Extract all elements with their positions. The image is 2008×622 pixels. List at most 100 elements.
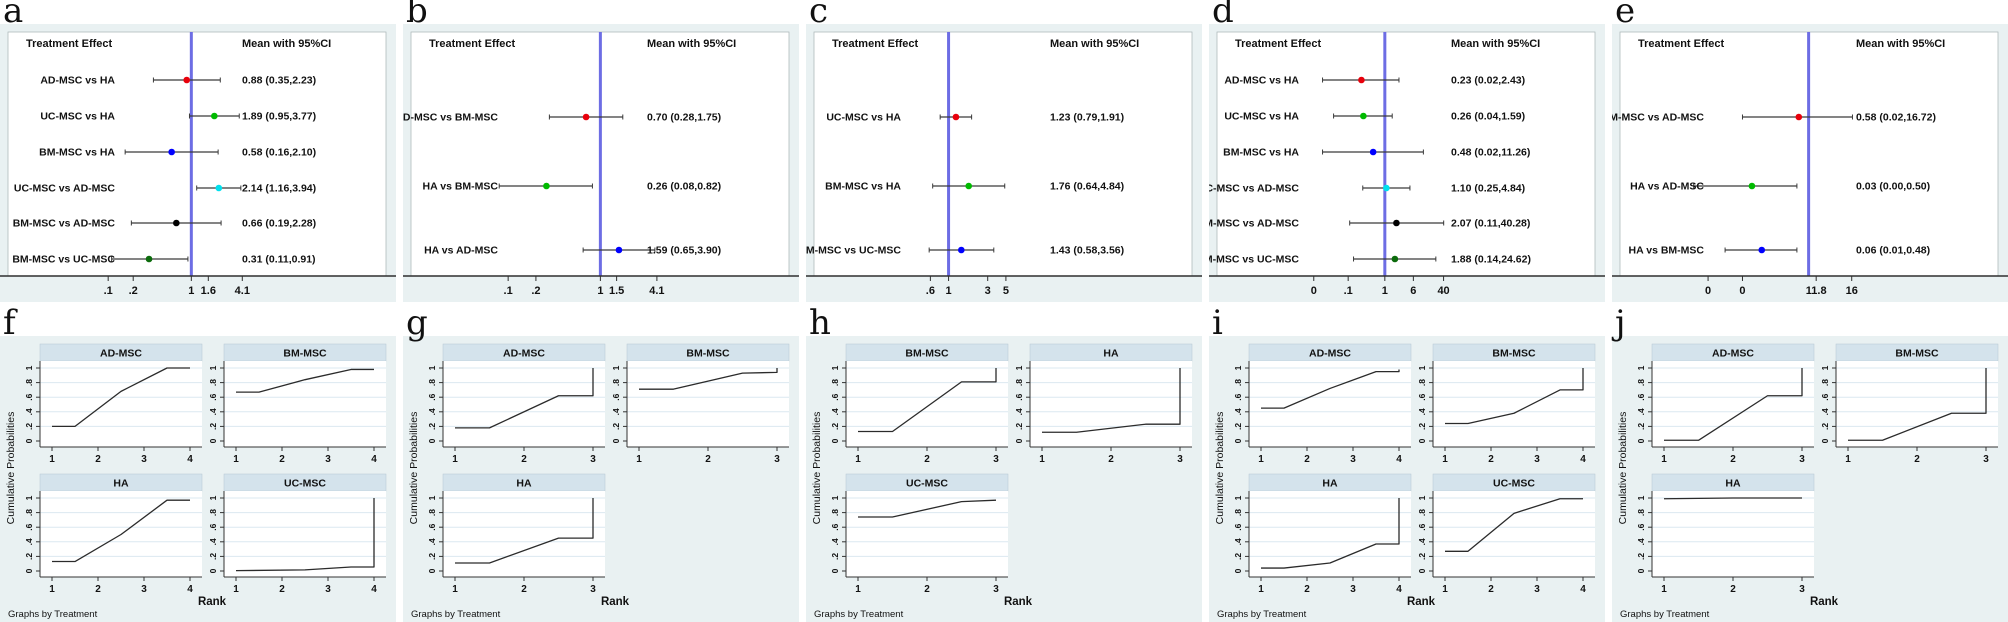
y-tick-label: .2 <box>611 423 621 430</box>
x-tick-label: 1.6 <box>201 285 216 297</box>
y-tick-label: .6 <box>611 393 621 400</box>
subplot-title: HA <box>113 478 129 490</box>
forest-chart-c: Treatment Effect Mean with 95%CI UC-MSC vs… <box>806 24 1202 302</box>
cumulative-probability-curve <box>858 499 997 518</box>
y-tick-label: .8 <box>24 509 34 516</box>
y-tick-label: .4 <box>427 408 437 415</box>
y-tick-label: .2 <box>24 553 34 560</box>
panel-letter-h: h <box>809 303 831 343</box>
forest-chart-a: Treatment Effect Mean with 95%CI AD-MSC vs… <box>0 24 396 302</box>
mean-marker <box>958 246 965 254</box>
x-tick-label: 3 <box>590 454 596 465</box>
comparison-label: BM-MSC vs UC-MSC <box>1209 254 1299 266</box>
y-tick-label: 1 <box>427 365 437 370</box>
x-tick-label: 3 <box>993 454 999 465</box>
comparison-label: AD-MSC vs HA <box>40 75 115 87</box>
y-tick-label: .6 <box>830 523 840 530</box>
forest-row: BM-MSC vs AD-MSC 0.66 (0.19,2.28) <box>13 218 316 230</box>
x-tick-label: 3 <box>1799 454 1805 465</box>
forest-row: BM-MSC vs UC-MSC 1.88 (0.14,24.62) <box>1209 254 1531 266</box>
mean-marker <box>1358 76 1365 84</box>
x-tick-label: 1 <box>1442 454 1448 465</box>
y-tick-label: .4 <box>1233 408 1243 415</box>
mean-marker <box>952 113 960 121</box>
y-axis-title: Cumulative Probabilities <box>1214 412 1226 525</box>
subplot-title: HA <box>1103 348 1119 360</box>
rank-chart-f: AD-MSC 0 .2 .4 .6 .8 1 1 2 3 4 BM-MSC 0 .2 .4 .6 .8 1 1 2 3 4… <box>0 336 396 622</box>
panel-f: f AD-MSC 0 .2 .4 .6 .8 1 1 2 3 4 BM-MSC 0 .2 .4 .6 .8 1 1 2… <box>0 303 396 622</box>
forest-row: BM-MSC vs UC-MSC 0.31 (0.11,0.91) <box>12 254 315 266</box>
comparison-label: BM-MSC vs UC-MSC <box>12 254 115 266</box>
y-tick-label: .2 <box>1636 553 1646 560</box>
comparison-label: BM-MSC vs HA <box>825 181 901 193</box>
x-tick-label: .1 <box>1344 285 1353 297</box>
comparison-label: UC-MSC vs AD-MSC <box>14 183 116 195</box>
y-tick-label: .2 <box>830 423 840 430</box>
y-tick-label: 0 <box>1636 568 1646 573</box>
y-tick-label: 1 <box>1014 365 1024 370</box>
mean-marker <box>582 113 590 121</box>
panel-letter-f: f <box>3 303 16 343</box>
cumulative-probability-curve <box>1664 368 1803 441</box>
comparison-label: BM-MSC vs AD-MSC <box>1612 112 1704 124</box>
x-axis-title: Rank <box>601 596 630 608</box>
cumulative-probability-curve <box>1445 368 1584 425</box>
x-tick-label: 1 <box>1661 454 1667 465</box>
estimate-value: 1.59 (0.65,3.90) <box>647 245 721 257</box>
y-tick-label: 0 <box>208 568 218 573</box>
comparison-label: BM-MSC vs AD-MSC <box>13 218 116 230</box>
forest-row: UC-MSC vs HA 1.23 (0.79,1.91) <box>826 112 1124 124</box>
y-tick-label: .6 <box>1233 523 1243 530</box>
comparison-label: HA vs AD-MSC <box>1630 181 1704 193</box>
y-tick-label: .4 <box>830 408 840 415</box>
x-tick-label: 1 <box>1442 584 1448 595</box>
cumulative-probability-curve <box>235 498 375 572</box>
y-tick-label: .8 <box>427 379 437 386</box>
y-tick-label: .6 <box>1820 393 1830 400</box>
panel-b: b Treatment Effect Mean with 95%CI AD-MSC … <box>403 0 799 308</box>
subplot-plot-area <box>1836 361 1998 447</box>
y-tick-label: 1 <box>1233 495 1243 500</box>
y-tick-label: 0 <box>1014 438 1024 443</box>
mean-marker <box>211 112 218 120</box>
y-axis-title: Cumulative Probabilities <box>1617 412 1629 525</box>
forest-row: HA vs BM-MSC 0.26 (0.08,0.82) <box>423 181 722 193</box>
comparison-label: BM-MSC vs HA <box>39 147 115 159</box>
graphs-by-footnote: Graphs by Treatment <box>8 609 98 620</box>
x-tick-label: 2 <box>1488 584 1494 595</box>
forest-row: BM-MSC vs HA 1.76 (0.64,4.84) <box>825 181 1124 193</box>
cumulative-probability-curve <box>1042 368 1181 433</box>
panel-letter-a: a <box>3 0 24 31</box>
y-tick-label: .6 <box>208 523 218 530</box>
y-tick-label: .8 <box>611 379 621 386</box>
cumulative-probability-curve <box>1445 498 1583 552</box>
subplot-title: BM-MSC <box>1492 348 1536 360</box>
forest-row: HA vs AD-MSC 0.03 (0.00,0.50) <box>1630 181 1930 193</box>
forest-row: AD-MSC vs BM-MSC 0.70 (0.28,1.75) <box>403 112 721 124</box>
subplot-title: HA <box>1725 478 1741 490</box>
x-tick-label: 3 <box>1534 584 1540 595</box>
forest-row: BM-MSC vs HA 0.48 (0.02,11.26) <box>1223 147 1530 159</box>
mean-marker <box>173 219 180 227</box>
forest-chart-d: Treatment Effect Mean with 95%CI AD-MSC vs… <box>1209 24 1605 302</box>
subplot-plot-area <box>443 361 605 447</box>
forest-row: AD-MSC vs HA 0.88 (0.35,2.23) <box>40 75 316 87</box>
subplot-plot-area <box>224 491 386 577</box>
panel-j: j AD-MSC 0 .2 .4 .6 .8 1 1 2 3 BM-MSC 0 .2 .4 .6 .8 1 1 2 3… <box>1612 306 2008 622</box>
x-tick-label: 1 <box>1258 454 1264 465</box>
subplot-title: AD-MSC <box>1309 348 1351 360</box>
mean-marker <box>965 182 973 190</box>
cumulative-probability-curve <box>1848 368 1987 441</box>
y-tick-label: .6 <box>208 393 218 400</box>
subplot-plot-area <box>1652 361 1814 447</box>
mean-marker <box>1748 182 1756 190</box>
y-tick-label: .8 <box>1820 379 1830 386</box>
y-tick-label: 0 <box>1233 438 1243 443</box>
x-tick-label: 3 <box>1350 584 1356 595</box>
x-tick-label: 3 <box>1534 454 1540 465</box>
x-tick-label: .2 <box>531 285 540 297</box>
estimate-value: 1.88 (0.14,24.62) <box>1451 254 1531 266</box>
x-tick-label: 4 <box>371 584 377 595</box>
x-tick-label: 4 <box>1396 584 1402 595</box>
x-tick-label: 2 <box>521 584 527 595</box>
